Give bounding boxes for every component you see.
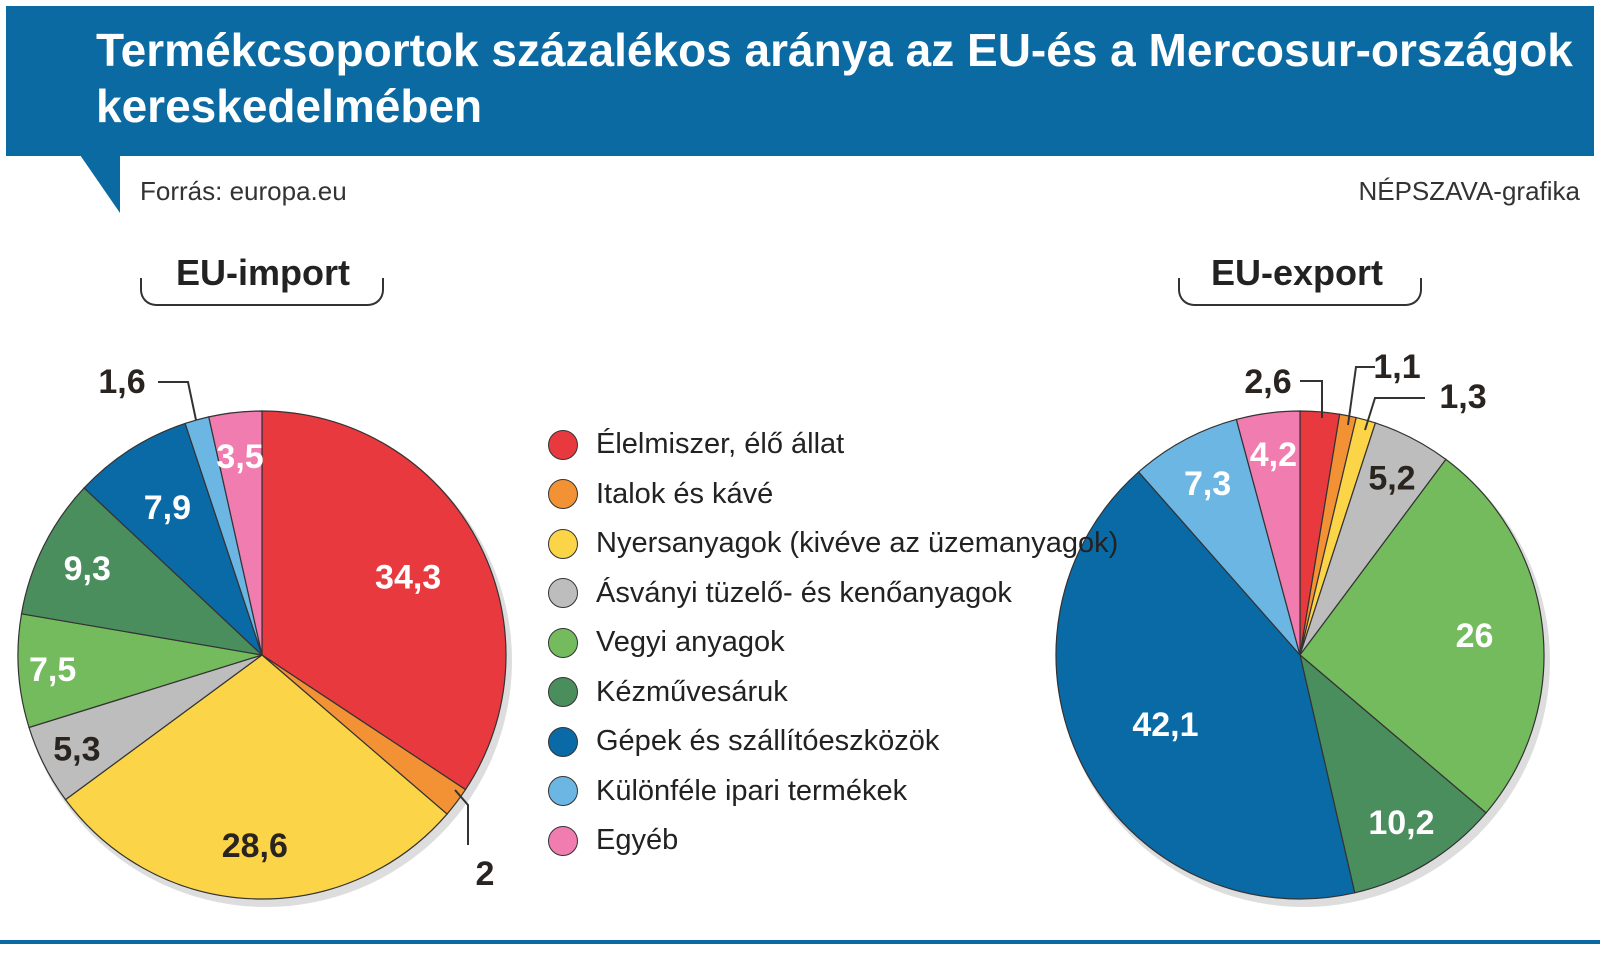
data-label: 7,9 <box>144 489 191 527</box>
pie-slice <box>1299 653 1487 894</box>
legend-item: Vegyi anyagok <box>548 618 1118 668</box>
legend-label: Nyersanyagok (kivéve az üzemanyagok) <box>596 527 1119 560</box>
import-title: EU-import <box>176 252 350 293</box>
data-label: 9,3 <box>64 550 111 588</box>
legend-swatch <box>548 528 578 559</box>
source-text: Forrás: europa.eu <box>140 176 347 206</box>
leader-line <box>1364 397 1425 431</box>
leader-line <box>1347 366 1375 426</box>
legend-swatch <box>548 776 578 807</box>
leader-line <box>1300 380 1323 418</box>
pie-slice <box>20 487 264 656</box>
pie-slice <box>208 410 263 656</box>
legend-label: Vegyi anyagok <box>596 626 785 659</box>
data-label: 4,2 <box>1250 436 1297 474</box>
legend-label: Különféle ipari termékek <box>596 774 908 807</box>
pie-slice <box>1055 471 1356 900</box>
legend-item: Nyersanyagok (kivéve az üzemanyagok) <box>548 519 1118 569</box>
legend-label: Gépek és szállítóeszközök <box>596 725 940 758</box>
legend-swatch <box>548 825 578 856</box>
legend-swatch <box>548 578 578 609</box>
data-label: 5,2 <box>1368 459 1415 497</box>
data-label: 2 <box>476 855 495 893</box>
legend-label: Élelmiszer, élő állat <box>596 428 845 461</box>
legend-item: Különféle ipari termékek <box>548 767 1118 817</box>
legend-item: Kézművesáruk <box>548 668 1118 718</box>
credit-text: NÉPSZAVA-grafika <box>1358 176 1580 206</box>
data-label: 42,1 <box>1132 706 1198 744</box>
data-label: 34,3 <box>375 558 441 596</box>
legend-swatch <box>548 627 578 658</box>
legend-item: Egyéb <box>548 816 1118 866</box>
data-label: 1,3 <box>1439 378 1486 416</box>
chart-title: Termékcsoportok százalékos aránya az EU-… <box>96 24 1573 132</box>
data-label: 1,1 <box>1373 348 1420 386</box>
legend-label: Italok és kávé <box>596 477 774 510</box>
bottom-rule <box>0 940 1600 944</box>
pie-slice <box>64 654 448 900</box>
legend-label: Kézművesáruk <box>596 675 788 708</box>
export-title-brace <box>1178 278 1422 306</box>
pie-slice <box>1299 458 1545 814</box>
export-title: EU-export <box>1210 252 1384 293</box>
legend-item: Élelmiszer, élő állat <box>548 420 1118 470</box>
legend-swatch <box>548 677 578 708</box>
legend-label: Egyéb <box>596 824 679 857</box>
import-title-brace <box>140 278 384 306</box>
pie-slice <box>83 422 263 656</box>
data-label: 2,6 <box>1244 363 1291 401</box>
data-label: 7,3 <box>1184 465 1231 503</box>
data-label: 26 <box>1456 617 1494 655</box>
data-label: 1,6 <box>98 363 145 401</box>
leader-line <box>158 381 197 421</box>
legend-item: Ásványi tüzelő- és kenőanyagok <box>548 569 1118 619</box>
pie-slice <box>1235 410 1301 656</box>
legend-item: Gépek és szállítóeszközök <box>548 717 1118 767</box>
legend-swatch <box>548 429 578 460</box>
legend-label: Ásványi tüzelő- és kenőanyagok <box>596 576 1012 609</box>
pie-slice <box>1137 418 1301 656</box>
title-banner: Termékcsoportok százalékos aránya az EU-… <box>6 6 1594 156</box>
legend: Élelmiszer, élő állat Italok és kávé Nye… <box>548 420 1118 866</box>
legend-item: Italok és kávé <box>548 470 1118 520</box>
data-label: 3,5 <box>216 438 263 476</box>
pie-slice <box>17 613 263 729</box>
data-label: 5,3 <box>53 731 100 769</box>
data-label: 7,5 <box>29 651 76 689</box>
leader-line <box>454 789 469 845</box>
legend-swatch <box>548 726 578 757</box>
data-label: 28,6 <box>222 827 288 865</box>
legend-swatch <box>548 479 578 510</box>
banner-tail <box>80 155 120 213</box>
data-label: 10,2 <box>1368 804 1434 842</box>
